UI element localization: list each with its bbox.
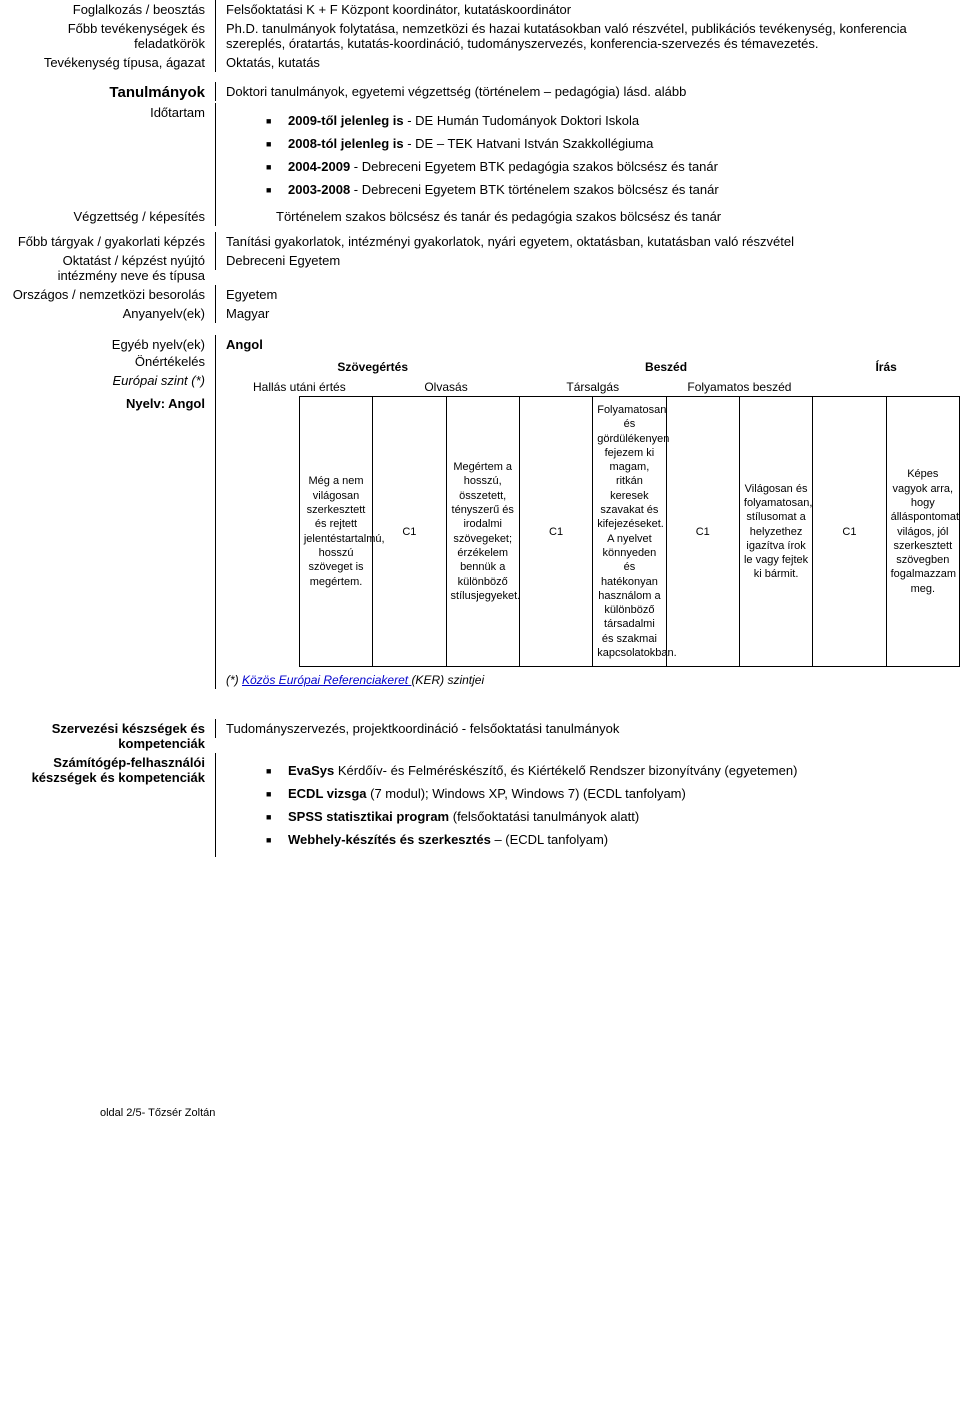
cef-prefix: (*) bbox=[226, 673, 242, 687]
reading-level: C1 bbox=[519, 397, 592, 667]
classification-value: Egyetem bbox=[215, 285, 960, 304]
listening-subheader: Hallás utáni értés bbox=[226, 378, 373, 397]
reading-desc: Megértem a hosszú, összetett, tényszerű … bbox=[446, 397, 519, 667]
item-rest: – (ECDL tanfolyam) bbox=[491, 832, 608, 847]
item-bold: 2003-2008 bbox=[288, 182, 350, 197]
euro-level-label: Európai szint (*) bbox=[0, 373, 205, 388]
occupation-label: Foglalkozás / beosztás bbox=[0, 0, 215, 19]
institution-value: Debreceni Egyetem bbox=[215, 251, 960, 270]
native-lang-label: Anyanyelv(ek) bbox=[0, 304, 215, 323]
duration-list: 2009-től jelenleg is - DE Humán Tudomány… bbox=[215, 103, 960, 207]
subjects-label: Főbb tárgyak / gyakorlati képzés bbox=[0, 232, 215, 251]
other-lang-value: Angol bbox=[215, 335, 960, 354]
listening-desc: Még a nem világosan szerkesztett és rejt… bbox=[299, 397, 372, 667]
list-item: 2004-2009 - Debreceni Egyetem BTK pedagó… bbox=[266, 159, 960, 174]
list-item: EvaSys Kérdőív- és Felméréskészítő, és K… bbox=[266, 763, 960, 778]
speaking-header: Beszéd bbox=[519, 356, 812, 378]
item-bold: 2004-2009 bbox=[288, 159, 350, 174]
list-item: ECDL vizsga (7 modul); Windows XP, Windo… bbox=[266, 786, 960, 801]
list-item: 2008-tól jelenleg is - DE – TEK Hatvani … bbox=[266, 136, 960, 151]
list-item: 2009-től jelenleg is - DE Humán Tudomány… bbox=[266, 113, 960, 128]
item-rest: - DE – TEK Hatvani István Szakkollégiuma bbox=[404, 136, 654, 151]
activities-value: Ph.D. tanulmányok folytatása, nemzetközi… bbox=[215, 19, 960, 53]
interaction-desc: Folyamatosan és gördülékenyen fejezem ki… bbox=[593, 397, 666, 667]
duration-label: Időtartam bbox=[0, 103, 215, 122]
writing-header: Írás bbox=[813, 356, 960, 378]
list-item: 2003-2008 - Debreceni Egyetem BTK történ… bbox=[266, 182, 960, 197]
native-lang-value: Magyar bbox=[215, 304, 960, 323]
occupation-value: Felsőoktatási K + F Központ koordinátor,… bbox=[215, 0, 960, 19]
writing-subheader bbox=[813, 378, 960, 397]
self-assessment-label: Önértékelés bbox=[0, 354, 205, 369]
comprehension-header: Szövegértés bbox=[226, 356, 519, 378]
list-item: Webhely-készítés és szerkesztés – (ECDL … bbox=[266, 832, 960, 847]
cef-note: (*) Közös Európai Referenciakeret (KER) … bbox=[226, 673, 960, 687]
lang-table-wrapper: Szövegértés Beszéd Írás Hallás utáni ért… bbox=[215, 354, 960, 689]
production-subheader: Folyamatos beszéd bbox=[666, 378, 813, 397]
item-rest: (felsőoktatási tanulmányok alatt) bbox=[449, 809, 639, 824]
studies-value: Doktori tanulmányok, egyetemi végzettség… bbox=[215, 82, 960, 101]
computer-skills-list: EvaSys Kérdőív- és Felméréskészítő, és K… bbox=[215, 753, 960, 857]
classification-label: Országos / nemzetközi besorolás bbox=[0, 285, 215, 304]
sector-value: Oktatás, kutatás bbox=[215, 53, 960, 72]
item-bold: ECDL vizsga bbox=[288, 786, 367, 801]
item-bold: 2008-tól jelenleg is bbox=[288, 136, 404, 151]
item-rest: (7 modul); Windows XP, Windows 7) (ECDL … bbox=[367, 786, 686, 801]
other-lang-label: Egyéb nyelv(ek) bbox=[0, 335, 215, 354]
production-level: C1 bbox=[813, 397, 886, 667]
lang-left-col: Önértékelés Európai szint (*) Nyelv: Ang… bbox=[0, 354, 215, 413]
reading-subheader: Olvasás bbox=[373, 378, 520, 397]
org-skills-value: Tudományszervezés, projektkoordináció - … bbox=[215, 719, 960, 738]
interaction-subheader: Társalgás bbox=[519, 378, 666, 397]
language-table: Szövegértés Beszéd Írás Hallás utáni ért… bbox=[226, 356, 960, 667]
item-bold: EvaSys bbox=[288, 763, 334, 778]
interaction-level: C1 bbox=[666, 397, 739, 667]
org-skills-label: Szervezési készségek és kompetenciák bbox=[0, 719, 215, 753]
item-bold: 2009-től jelenleg is bbox=[288, 113, 404, 128]
production-desc: Világosan és folyamatosan, stílusomat a … bbox=[739, 397, 812, 667]
item-rest: - DE Humán Tudományok Doktori Iskola bbox=[404, 113, 640, 128]
qualification-label: Végzettség / képesítés bbox=[0, 207, 215, 226]
item-bold: Webhely-készítés és szerkesztés bbox=[288, 832, 491, 847]
list-item: SPSS statisztikai program (felsőoktatási… bbox=[266, 809, 960, 824]
item-bold: SPSS statisztikai program bbox=[288, 809, 449, 824]
computer-skills-label: Számítógép-felhasználói készségek és kom… bbox=[0, 753, 215, 787]
subjects-value: Tanítási gyakorlatok, intézményi gyakorl… bbox=[215, 232, 960, 251]
activities-label: Főbb tevékenységek és feladatkörök bbox=[0, 19, 215, 53]
page-footer: oldal 2/5- Tőzsér Zoltán bbox=[0, 1107, 960, 1119]
writing-desc: Képes vagyok arra, hogy álláspontomat vi… bbox=[886, 397, 959, 667]
institution-label: Oktatást / képzést nyújtó intézmény neve… bbox=[0, 251, 215, 285]
item-rest: Kérdőív- és Felméréskészítő, és Kiértéke… bbox=[334, 763, 797, 778]
lang-name-label: Nyelv: Angol bbox=[0, 396, 205, 411]
qualification-value: Történelem szakos bölcsész és tanár és p… bbox=[215, 207, 960, 226]
item-rest: - Debreceni Egyetem BTK történelem szako… bbox=[350, 182, 719, 197]
cef-suffix: (KER) szintjei bbox=[411, 673, 484, 687]
listening-level: C1 bbox=[373, 397, 446, 667]
item-rest: - Debreceni Egyetem BTK pedagógia szakos… bbox=[350, 159, 718, 174]
cef-link[interactable]: Közös Európai Referenciakeret bbox=[242, 673, 411, 687]
studies-heading: Tanulmányok bbox=[0, 82, 215, 103]
sector-label: Tevékenység típusa, ágazat bbox=[0, 53, 215, 72]
